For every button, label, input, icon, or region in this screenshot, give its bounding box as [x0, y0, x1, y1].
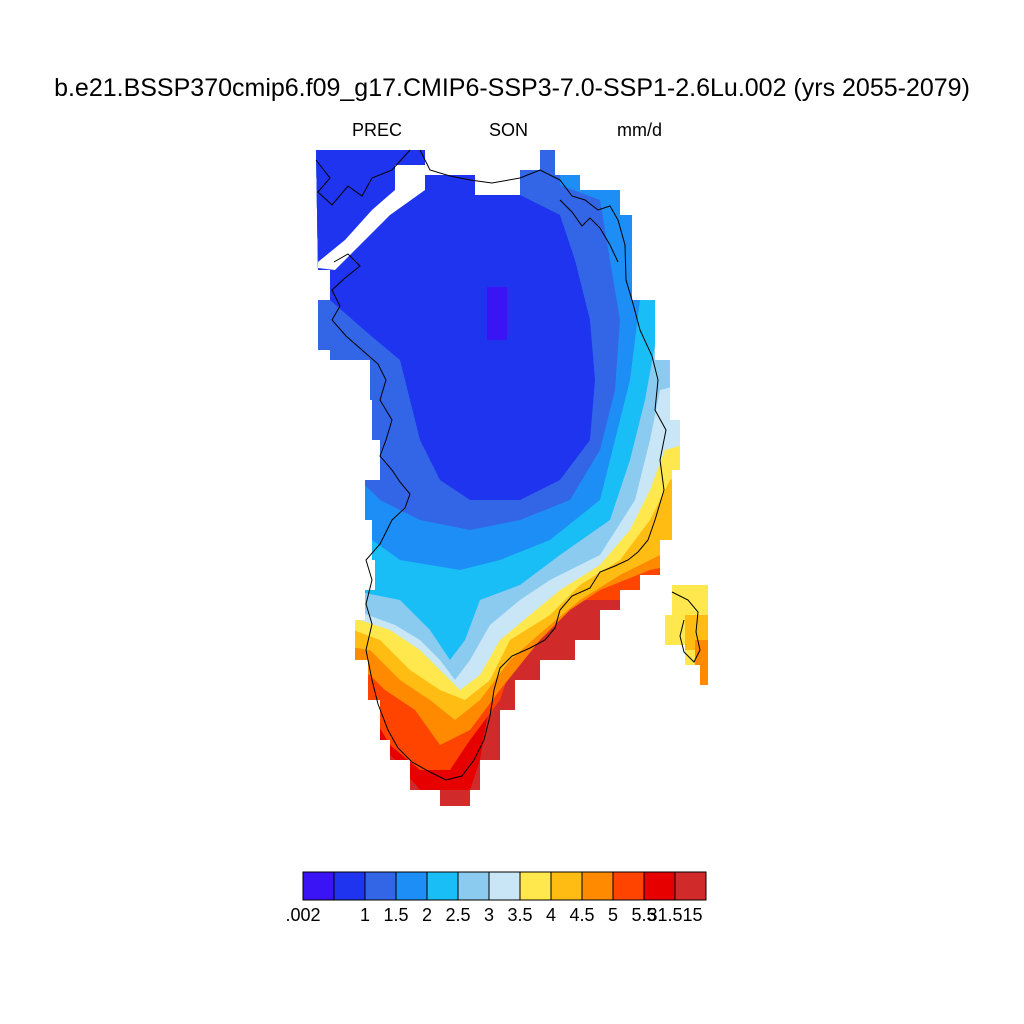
- greenland-landmass: [316, 150, 680, 806]
- colorbar-swatch: [550, 871, 583, 901]
- colorbar-swatch: [333, 871, 366, 901]
- season-label: SON: [489, 120, 529, 140]
- coastline: [315, 149, 701, 781]
- colorbar-swatch: [364, 871, 397, 901]
- colorbar-tick-label: 4.5: [569, 905, 595, 925]
- colorbar-swatch: [488, 871, 521, 901]
- colorbar-tick-label: 4: [545, 905, 557, 925]
- colorbar-tick-label: 1.5: [383, 905, 409, 925]
- colorbar-tick-label: 5: [607, 905, 619, 925]
- variable-label: PREC: [352, 120, 403, 140]
- colorbar-tick-label: 2: [421, 905, 433, 925]
- northwest-gap: [318, 165, 425, 270]
- map-title: b.e21.BSSP370cmip6.f09_g17.CMIP6-SSP3-7.…: [54, 74, 970, 102]
- colorbar-swatch: [674, 871, 707, 901]
- colorbar-swatch: [612, 871, 645, 901]
- colorbar-swatch: [581, 871, 614, 901]
- colorbar-tick-label: .002: [285, 905, 321, 925]
- colorbar-tick-label: 3: [483, 905, 495, 925]
- colorbar-tick-label: 5.5: [631, 905, 657, 925]
- colorbar-swatch: [302, 871, 335, 901]
- units-label: mm/d: [617, 120, 662, 140]
- colorbar-swatch: [457, 871, 490, 901]
- colorbar-tick-label: 1: [359, 905, 371, 925]
- band-min: [487, 287, 507, 340]
- colorbar-swatch: [643, 871, 676, 901]
- colorbar-tick-label: 3.5: [507, 905, 533, 925]
- colorbar-tick-label: 2.5: [445, 905, 471, 925]
- colorbar-swatch: [519, 871, 552, 901]
- colorbar-tick-label: 31.515: [647, 905, 703, 925]
- colorbar-swatch: [426, 871, 459, 901]
- colorbar-swatch: [395, 871, 428, 901]
